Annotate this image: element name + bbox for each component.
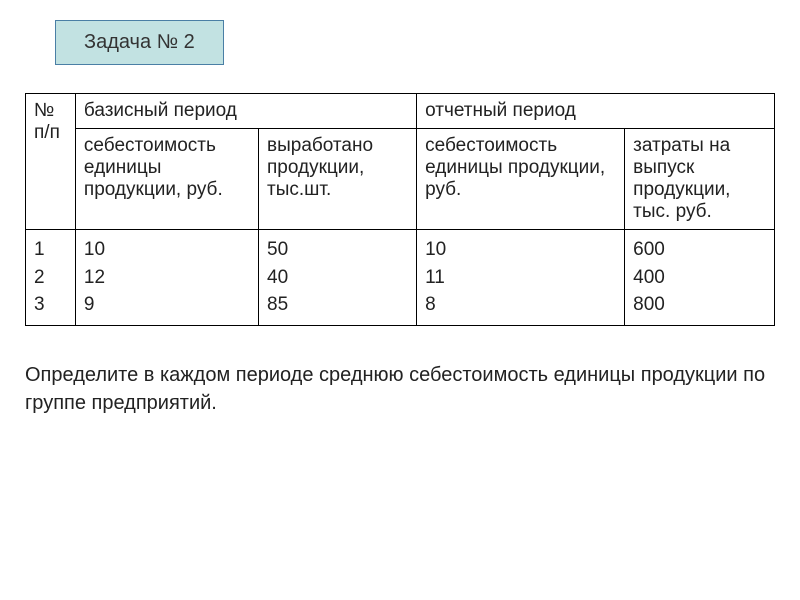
value: 8 <box>425 291 616 319</box>
value: 800 <box>633 291 766 319</box>
table-data-row: 1 2 3 10 12 9 50 40 85 10 11 8 600 400 8… <box>26 230 775 326</box>
cell-col-b: 50 40 85 <box>259 230 417 326</box>
instruction-text: Определите в каждом периоде среднюю себе… <box>25 361 775 417</box>
table-header-row-1: № п/п базисный период отчетный период <box>26 94 775 129</box>
header-np: № п/п <box>26 94 76 230</box>
cell-np: 1 2 3 <box>26 230 76 326</box>
value: 2 <box>34 264 67 292</box>
cell-col-d: 600 400 800 <box>625 230 775 326</box>
value: 11 <box>425 264 616 292</box>
value: 9 <box>84 291 250 319</box>
cell-col-a: 10 12 9 <box>75 230 258 326</box>
header-report-period: отчетный период <box>417 94 775 129</box>
table-header-row-2: себестоимость единицы продукции, руб. вы… <box>26 129 775 230</box>
header-col-b: выработано продукции, тыс.шт. <box>259 129 417 230</box>
task-badge: Задача № 2 <box>55 20 224 65</box>
value: 12 <box>84 264 250 292</box>
value: 3 <box>34 291 67 319</box>
value: 40 <box>267 264 408 292</box>
value: 10 <box>84 236 250 264</box>
header-col-c: себестоимость единицы продукции, руб. <box>417 129 625 230</box>
value: 600 <box>633 236 766 264</box>
data-table: № п/п базисный период отчетный период се… <box>25 93 775 326</box>
value: 50 <box>267 236 408 264</box>
cell-col-c: 10 11 8 <box>417 230 625 326</box>
header-col-a: себестоимость единицы продукции, руб. <box>75 129 258 230</box>
header-col-d: затраты на выпуск продукции, тыс. руб. <box>625 129 775 230</box>
value: 10 <box>425 236 616 264</box>
value: 85 <box>267 291 408 319</box>
header-base-period: базисный период <box>75 94 416 129</box>
value: 400 <box>633 264 766 292</box>
value: 1 <box>34 236 67 264</box>
